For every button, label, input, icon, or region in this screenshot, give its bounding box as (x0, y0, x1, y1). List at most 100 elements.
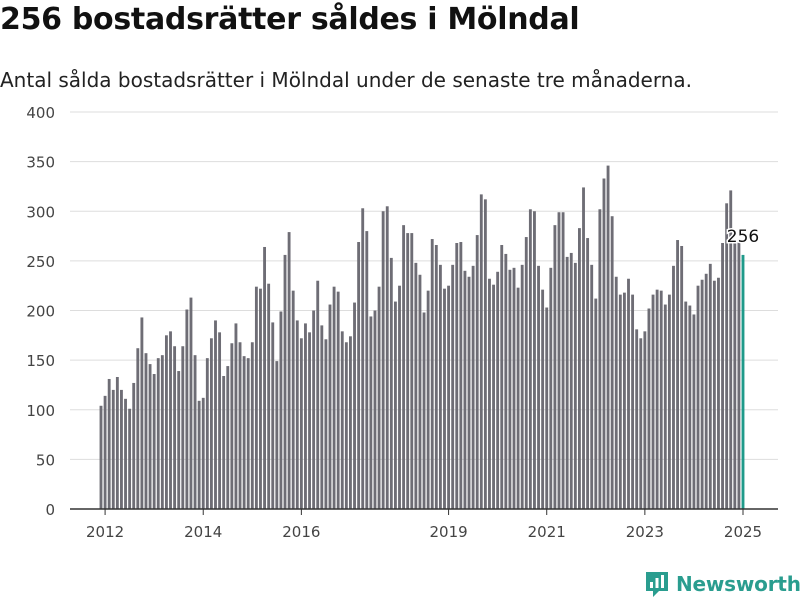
bar (393, 301, 397, 509)
bar (479, 194, 483, 509)
bar (107, 378, 111, 509)
bar (218, 332, 222, 509)
bar (590, 264, 594, 509)
bar (271, 322, 275, 509)
bar (144, 353, 148, 509)
bar (524, 237, 528, 509)
bar (430, 239, 434, 510)
bar (357, 242, 361, 509)
bar (189, 297, 193, 509)
y-tick-label: 100 (26, 402, 55, 420)
bar (688, 305, 692, 509)
bar (263, 246, 266, 510)
brand-name: Newsworthy (676, 572, 800, 596)
bar (578, 228, 581, 509)
bar (173, 346, 177, 509)
bar (655, 289, 659, 509)
bar (332, 286, 336, 509)
bar (721, 243, 724, 509)
bar (692, 314, 696, 509)
bar (226, 366, 230, 509)
bar (708, 263, 712, 509)
bar (455, 243, 459, 509)
bar (602, 178, 606, 509)
bar (545, 307, 549, 509)
bar (103, 395, 107, 509)
bar (618, 294, 622, 509)
bar (164, 335, 168, 509)
bar (254, 286, 258, 509)
bar (647, 308, 651, 509)
bar (214, 320, 217, 509)
bar (561, 212, 565, 509)
bar (132, 382, 136, 509)
bar (438, 264, 442, 509)
newsworthy-logo-icon (646, 572, 668, 597)
y-tick-label: 200 (26, 303, 55, 321)
bar (160, 355, 164, 509)
bar (148, 364, 152, 509)
bar (672, 265, 675, 509)
bar (304, 323, 307, 509)
bar (569, 252, 573, 509)
x-tick-label: 2025 (724, 523, 762, 541)
y-tick-label: 300 (26, 203, 55, 221)
bar (259, 288, 262, 509)
bar (234, 323, 238, 509)
bar (222, 376, 226, 509)
bar (406, 233, 410, 509)
bar (140, 317, 144, 509)
bar (308, 332, 311, 509)
bar (512, 267, 516, 509)
bar (336, 291, 340, 509)
bar (320, 325, 324, 509)
bar (717, 277, 720, 509)
bar (381, 211, 385, 509)
bar (389, 257, 393, 509)
bar (475, 235, 479, 509)
bar (230, 343, 234, 509)
bar (414, 262, 418, 509)
bar (582, 187, 585, 509)
bar (635, 329, 639, 509)
bar (496, 271, 500, 509)
bar (312, 310, 316, 509)
bar (704, 273, 708, 509)
bar (124, 398, 127, 509)
bar (696, 285, 700, 509)
bar (99, 405, 103, 509)
bar (737, 241, 741, 509)
bar (565, 256, 569, 509)
bar (533, 211, 536, 509)
bar (725, 203, 729, 509)
y-tick-label: 250 (26, 253, 55, 271)
bar (120, 389, 123, 509)
bar (111, 389, 115, 509)
x-tick-label: 2016 (282, 523, 320, 541)
bar (504, 253, 508, 509)
bar (299, 338, 303, 509)
bar (663, 304, 667, 509)
y-tick-label: 0 (45, 501, 55, 519)
bar (483, 199, 487, 509)
bar (385, 206, 389, 509)
y-tick-label: 350 (26, 154, 55, 172)
bar (463, 270, 467, 509)
bar (680, 245, 684, 510)
bar (377, 286, 381, 509)
bar (586, 238, 590, 510)
bar (700, 279, 704, 509)
bar (324, 339, 328, 509)
bar (275, 361, 279, 509)
bar (729, 190, 733, 509)
bar (451, 264, 455, 509)
bar (177, 371, 181, 509)
bar (340, 331, 344, 509)
brand-logo: Newsworthy (644, 570, 800, 598)
bar (459, 242, 463, 509)
bar (238, 342, 242, 509)
bar (361, 208, 365, 509)
x-tick-label: 2021 (528, 523, 566, 541)
bar (373, 310, 377, 509)
bar (508, 269, 512, 509)
